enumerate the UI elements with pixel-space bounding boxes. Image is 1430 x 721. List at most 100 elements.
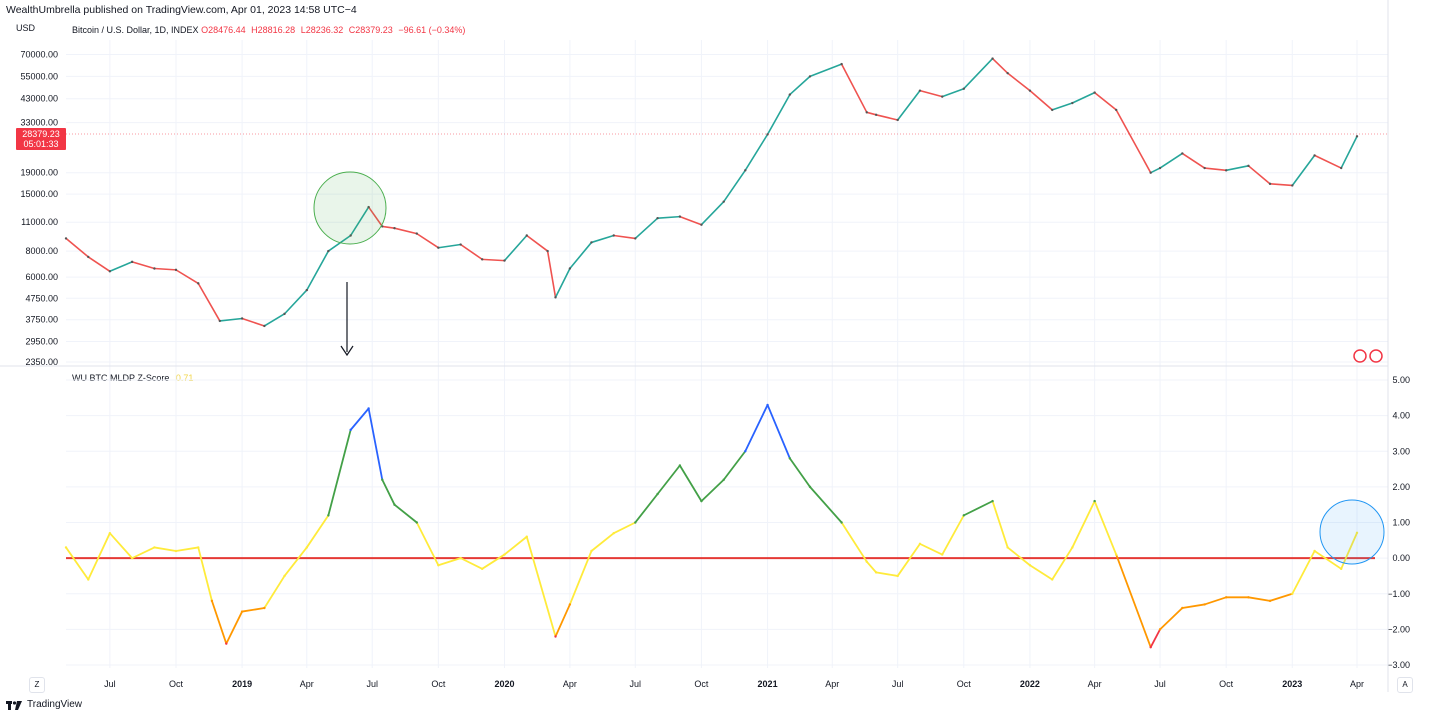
zscore-point (130, 556, 134, 560)
zscore-segment (962, 500, 994, 517)
zscore-segment (840, 521, 868, 563)
price-segment (219, 317, 243, 322)
price-point (1181, 152, 1184, 155)
zscore-point (678, 464, 682, 467)
price-point (349, 234, 352, 237)
price-point (612, 234, 615, 237)
price-segment (1181, 152, 1206, 169)
price-point (896, 118, 899, 122)
price-point (590, 241, 593, 244)
currency-label: USD (16, 23, 36, 33)
price-tick-label: 15000.00 (20, 189, 58, 199)
zscore-tick-label: 0.00 (1392, 553, 1410, 563)
zscore-point (415, 521, 418, 524)
price-point (1051, 108, 1054, 112)
zscore-tick-label: −2.00 (1387, 624, 1410, 634)
brand-name: TradingView (27, 699, 83, 710)
zscore-segment (700, 478, 725, 503)
price-point (437, 246, 440, 249)
auto-scale-button[interactable]: A (1397, 677, 1413, 693)
price-segment (1093, 91, 1117, 111)
price-segment (306, 250, 330, 291)
zscore-segment (590, 532, 615, 552)
price-point (283, 312, 286, 316)
price-segment (991, 57, 1009, 74)
price-point (459, 243, 462, 246)
zscore-segment (634, 493, 659, 524)
flag-icon[interactable] (1353, 349, 1367, 363)
price-point (263, 324, 266, 328)
price-point (918, 89, 922, 92)
time-tick-label: Jul (104, 679, 116, 689)
price-point (865, 111, 868, 114)
zscore-point (991, 499, 994, 503)
price-point (130, 260, 134, 264)
zscore-segment (87, 532, 111, 581)
price-point (678, 215, 682, 218)
price-point (174, 268, 178, 272)
zscore-segment (197, 546, 213, 602)
zscore-segment (991, 500, 1009, 549)
time-tick-label: Apr (1088, 679, 1102, 689)
zscore-segment (1247, 596, 1271, 602)
published-caption: WealthUmbrella published on TradingView.… (6, 4, 357, 16)
zscore-point (1355, 531, 1359, 535)
price-segment (437, 243, 462, 249)
price-segment (896, 89, 921, 121)
price-segment (1269, 183, 1294, 187)
price-segment (656, 215, 681, 219)
indicator-value: 0.71 (175, 373, 194, 383)
zscore-tick-label: −3.00 (1387, 660, 1410, 670)
flag-icon[interactable] (1369, 349, 1383, 363)
price-point (962, 87, 966, 90)
ohlc-close: C28379.23 (348, 25, 393, 35)
price-point (367, 205, 370, 209)
price-segment (1159, 152, 1184, 169)
price-point (1114, 108, 1118, 112)
zscore-segment (678, 464, 703, 503)
zscore-tick-label: 2.00 (1392, 482, 1410, 492)
price-segment (875, 113, 899, 121)
price-point (87, 255, 90, 259)
tradingview-logo-icon (6, 700, 22, 710)
price-point (840, 62, 843, 66)
price-point (480, 258, 484, 261)
zscore-segment (1051, 546, 1074, 581)
zscore-segment (766, 404, 791, 460)
annotation-circle-2019 (313, 171, 387, 245)
price-segment (919, 89, 944, 98)
time-axis: Jul Oct 2019 Apr Jul Oct 2020 Apr Jul Oct 2021 Apr J… (104, 679, 1364, 689)
price-series (64, 57, 1359, 328)
price-segment (1203, 167, 1227, 172)
price-segment (554, 267, 571, 299)
price-segment (1149, 167, 1161, 174)
zoom-reset-button[interactable]: Z (29, 677, 45, 693)
zscore-point (1093, 499, 1096, 503)
price-tick-label: 55000.00 (20, 71, 58, 81)
zscore-point (700, 499, 703, 503)
time-tick-label: Oct (431, 679, 446, 689)
price-segment (569, 241, 593, 270)
price-segment (700, 200, 725, 226)
zscore-point (283, 574, 286, 578)
zscore-point (896, 574, 899, 578)
zscore-segment (525, 535, 557, 638)
time-tick-label: 2021 (758, 679, 778, 689)
ohlc-high: H28816.28 (251, 25, 296, 35)
time-tick-label: Oct (1219, 679, 1234, 689)
zscore-axis: 5.00 4.00 3.00 2.00 1.00 0.00 −1.00 −2.00 −3.00 (1387, 375, 1410, 670)
price-segment (634, 217, 659, 240)
zscore-point (1181, 606, 1184, 610)
zscore-tick-label: −1.00 (1387, 589, 1410, 599)
zscore-point (612, 531, 615, 535)
zscore-segment (1006, 546, 1031, 567)
zscore-point (480, 567, 484, 571)
price-point (1247, 164, 1250, 168)
zscore-point (64, 546, 68, 549)
last-price-tag (16, 128, 66, 150)
zscore-point (367, 407, 370, 410)
zscore-point (197, 546, 200, 549)
price-segment (415, 232, 440, 249)
zscore-segment (108, 532, 134, 560)
